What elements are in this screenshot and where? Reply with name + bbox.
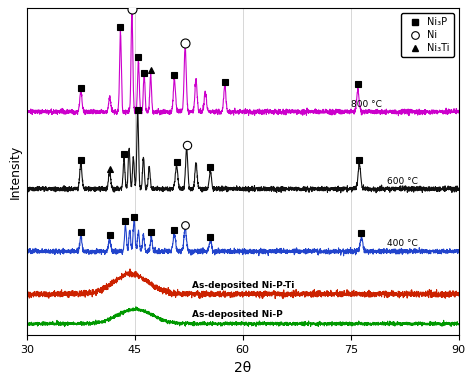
Y-axis label: Intensity: Intensity [9,145,21,199]
Text: As-deposited Ni-P-Ti: As-deposited Ni-P-Ti [192,282,295,290]
Text: 600 °C: 600 °C [387,177,418,186]
X-axis label: 2θ: 2θ [234,361,251,375]
Text: As-deposited Ni-P: As-deposited Ni-P [192,310,283,319]
Text: 800 °C: 800 °C [351,100,382,109]
Legend: Ni₃P, Ni, Ni₃Ti: Ni₃P, Ni, Ni₃Ti [401,13,454,57]
Text: 400 °C: 400 °C [387,239,418,248]
